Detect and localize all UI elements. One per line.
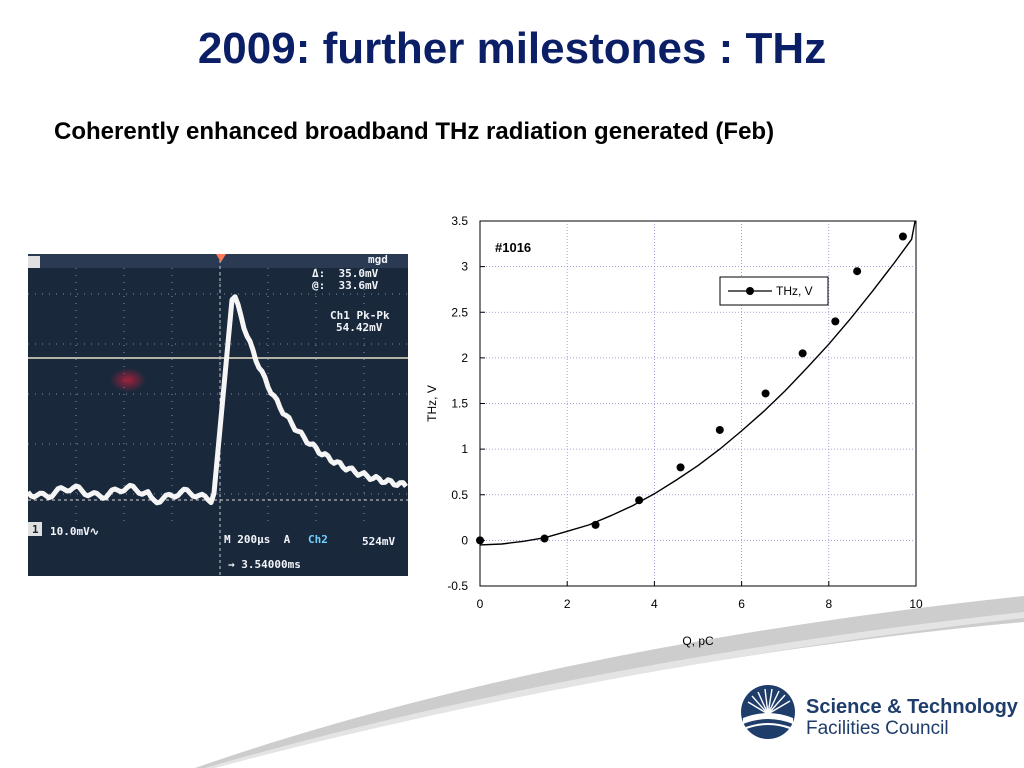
oscilloscope-screen: [28, 254, 408, 576]
stfc-emblem-icon: [741, 685, 795, 739]
data-point: [540, 534, 549, 543]
logo-text-line1: Science & Technology: [806, 696, 1018, 718]
y-tick-label: 2.5: [451, 305, 468, 319]
data-points: [476, 232, 907, 545]
data-point: [635, 496, 644, 505]
data-point: [761, 389, 770, 398]
scope-pkpk-label: Ch1 Pk-Pk: [330, 309, 390, 322]
grid-lines: [480, 221, 916, 586]
y-tick-label: -0.5: [447, 579, 468, 593]
plot-frame: [479, 220, 917, 587]
slide-title: 2009: further milestones : THz: [197, 24, 827, 73]
scope-top-label: mgd: [368, 254, 388, 266]
scope-pkpk-value: 54.42mV: [336, 321, 383, 334]
stfc-logo: Science & Technology Facilities Council: [740, 684, 1018, 740]
chart-annotation: #1016: [495, 240, 531, 255]
waveform-trace: [28, 294, 408, 506]
data-point: [853, 267, 862, 276]
trigger-marker-icon: [216, 254, 226, 262]
x-tick-label: 0: [477, 597, 484, 611]
data-point: [798, 349, 807, 358]
y-tick-label: 1.5: [451, 397, 468, 411]
x-axis-label: Q, pC: [682, 634, 714, 648]
y-tick-label: 0.5: [451, 488, 468, 502]
y-tick-label: 3: [461, 260, 468, 274]
chart-legend: THz, V: [719, 276, 829, 306]
data-point: [831, 317, 840, 326]
legend-marker: [746, 287, 754, 295]
ch1-marker: [28, 522, 42, 536]
reflection-spot: [110, 368, 146, 392]
legend-label: THz, V: [776, 284, 813, 298]
y-tick-label: 1: [461, 442, 468, 456]
data-point: [476, 536, 484, 545]
y-tick-label: 2: [461, 351, 468, 365]
oscilloscope-photo: mgd Δ: 35.0mV @: 33.6mV Ch1 Pk-Pk 54.42m…: [28, 254, 408, 576]
scope-ch1-marker-label: 1: [32, 523, 39, 536]
logo-text-line2: Facilities Council: [806, 718, 949, 739]
y-tick-label: 0: [461, 533, 468, 547]
x-tick-label: 4: [651, 597, 658, 611]
axis-ticks: 0 2 4 6 8 10 -0.5 0 0.5 1 1.5 2 2.5 3 3.5: [447, 214, 923, 611]
scope-at-readout: @: 33.6mV: [312, 279, 379, 292]
y-axis-label: THz, V: [425, 385, 439, 422]
slide-subtitle: Coherently enhanced broadband THz radiat…: [54, 118, 775, 145]
scope-cursor-time: → 3.54000ms: [228, 558, 301, 571]
scope-trigger-channel: Ch2: [308, 533, 328, 546]
data-point: [715, 425, 724, 434]
top-marker: [28, 256, 40, 268]
x-tick-label: 2: [564, 597, 571, 611]
x-tick-label: 10: [909, 597, 923, 611]
scope-delta-readout: Δ: 35.0mV: [312, 267, 379, 280]
y-tick-label: 3.5: [451, 214, 468, 228]
scope-timebase: M 200µs A: [224, 533, 291, 546]
x-tick-label: 8: [825, 597, 832, 611]
fit-curve: [479, 220, 916, 546]
scope-ch1-scale: 10.0mV∿: [50, 525, 99, 538]
thz-vs-charge-chart: 0 2 4 6 8 10 -0.5 0 0.5 1 1.5 2 2.5 3 3.5 #1016 THz, V…: [425, 214, 923, 648]
data-point: [676, 463, 685, 472]
data-point: [591, 520, 600, 529]
x-tick-label: 6: [738, 597, 745, 611]
scope-trigger-level: 524mV: [362, 535, 396, 548]
data-point: [898, 232, 907, 241]
